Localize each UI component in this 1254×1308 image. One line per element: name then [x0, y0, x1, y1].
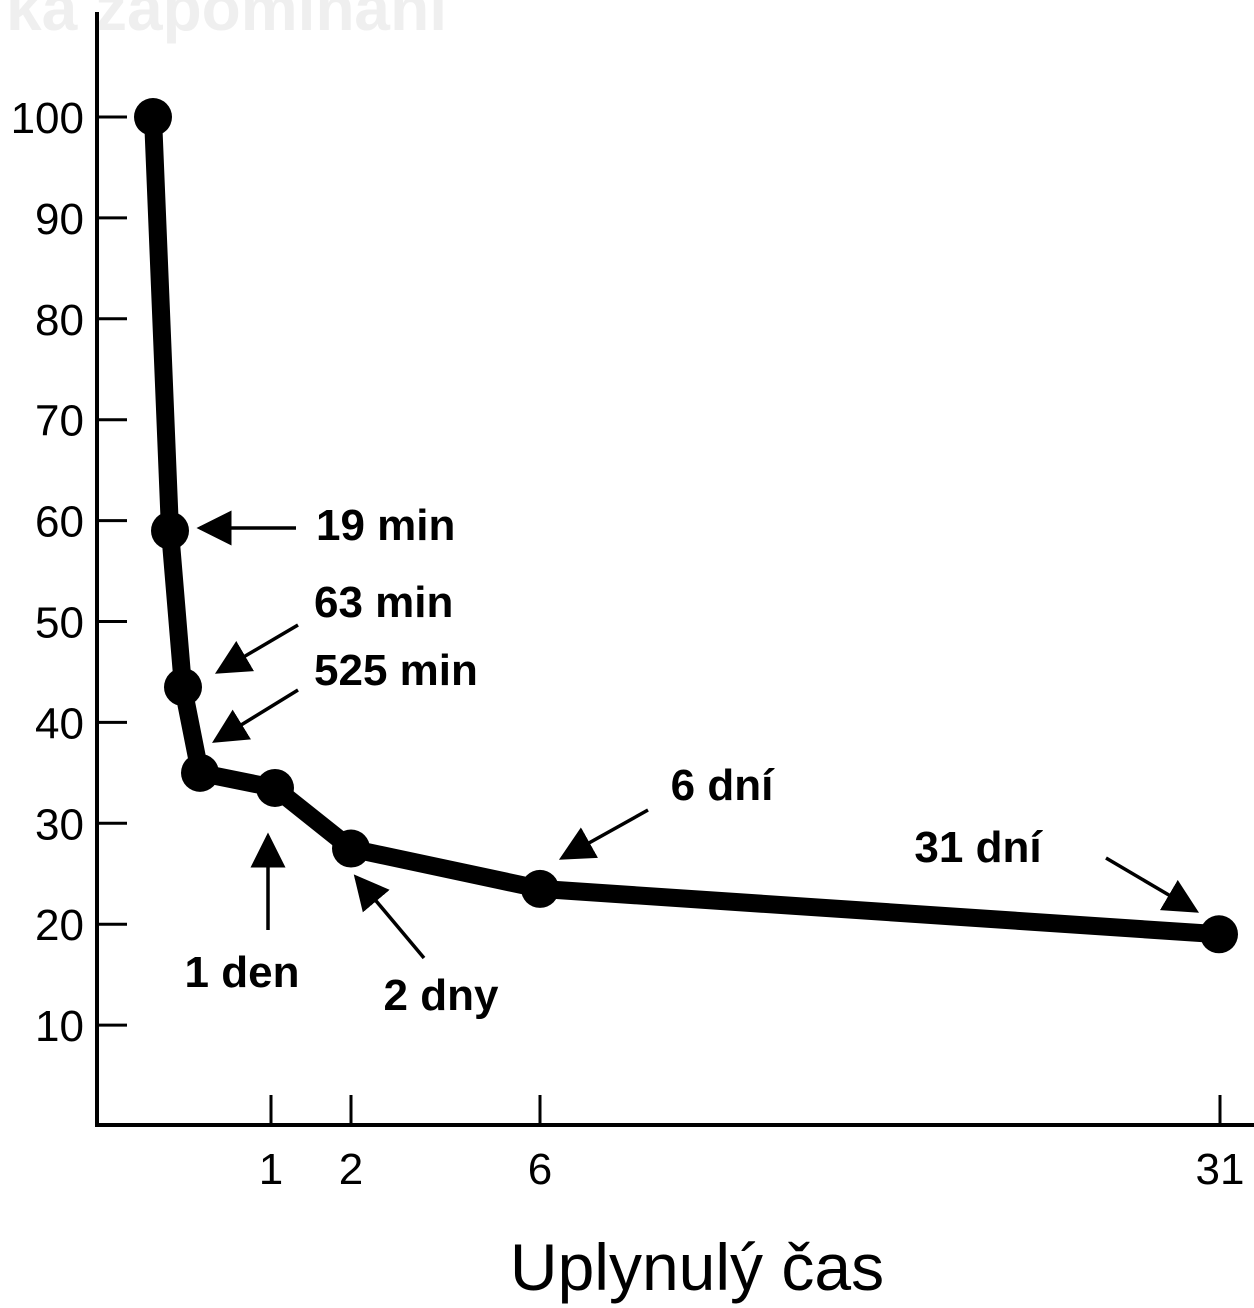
annotation-label: 63 min [314, 578, 453, 627]
axes: 10 20 30 40 50 60 70 80 90 100 1 2 6 31 [11, 12, 1254, 1194]
y-tick-label: 30 [35, 800, 84, 849]
data-point [164, 668, 202, 707]
x-tick-label: 31 [1196, 1145, 1245, 1194]
y-tick-label: 40 [35, 699, 84, 748]
annotation-arrow [212, 688, 299, 743]
annotation-arrow [1105, 856, 1200, 913]
annotations: 19 min 63 min 525 min 1 den 2 dny 6 dní 31 dní [185, 501, 1200, 1020]
y-tick-label: 100 [11, 94, 84, 143]
annotation-arrow [558, 808, 649, 860]
data-point [134, 98, 172, 136]
y-tick-label: 80 [35, 296, 84, 345]
y-tick-label: 50 [35, 599, 84, 648]
annotation-label: 6 dní [671, 761, 775, 810]
chart-title: ka zapomínání [6, 0, 449, 44]
x-tick-label: 2 [339, 1145, 363, 1194]
series-line [144, 108, 1228, 944]
data-point [151, 511, 189, 550]
annotation-arrow [214, 623, 299, 674]
annotation-arrow [353, 874, 426, 960]
annotation-label: 2 dny [384, 971, 499, 1020]
y-tick-label: 90 [35, 195, 84, 244]
annotation-label: 31 dní [914, 823, 1043, 872]
data-point [332, 829, 370, 868]
annotation-label: 19 min [316, 501, 455, 550]
data-point [181, 753, 219, 792]
annotation-label: 1 den [185, 948, 300, 997]
series [134, 98, 1238, 954]
y-tick-label: 20 [35, 901, 84, 950]
x-tick-label: 1 [259, 1145, 283, 1194]
y-tick-label: 70 [35, 397, 84, 446]
data-point [1200, 915, 1238, 954]
x-tick-label: 6 [528, 1145, 552, 1194]
x-axis-label: Uplynulý čas [510, 1230, 884, 1304]
data-point [521, 869, 559, 908]
y-tick-label: 60 [35, 498, 84, 547]
annotation-label: 525 min [314, 646, 478, 695]
y-tick-label: 10 [35, 1002, 84, 1051]
data-point [256, 768, 294, 807]
